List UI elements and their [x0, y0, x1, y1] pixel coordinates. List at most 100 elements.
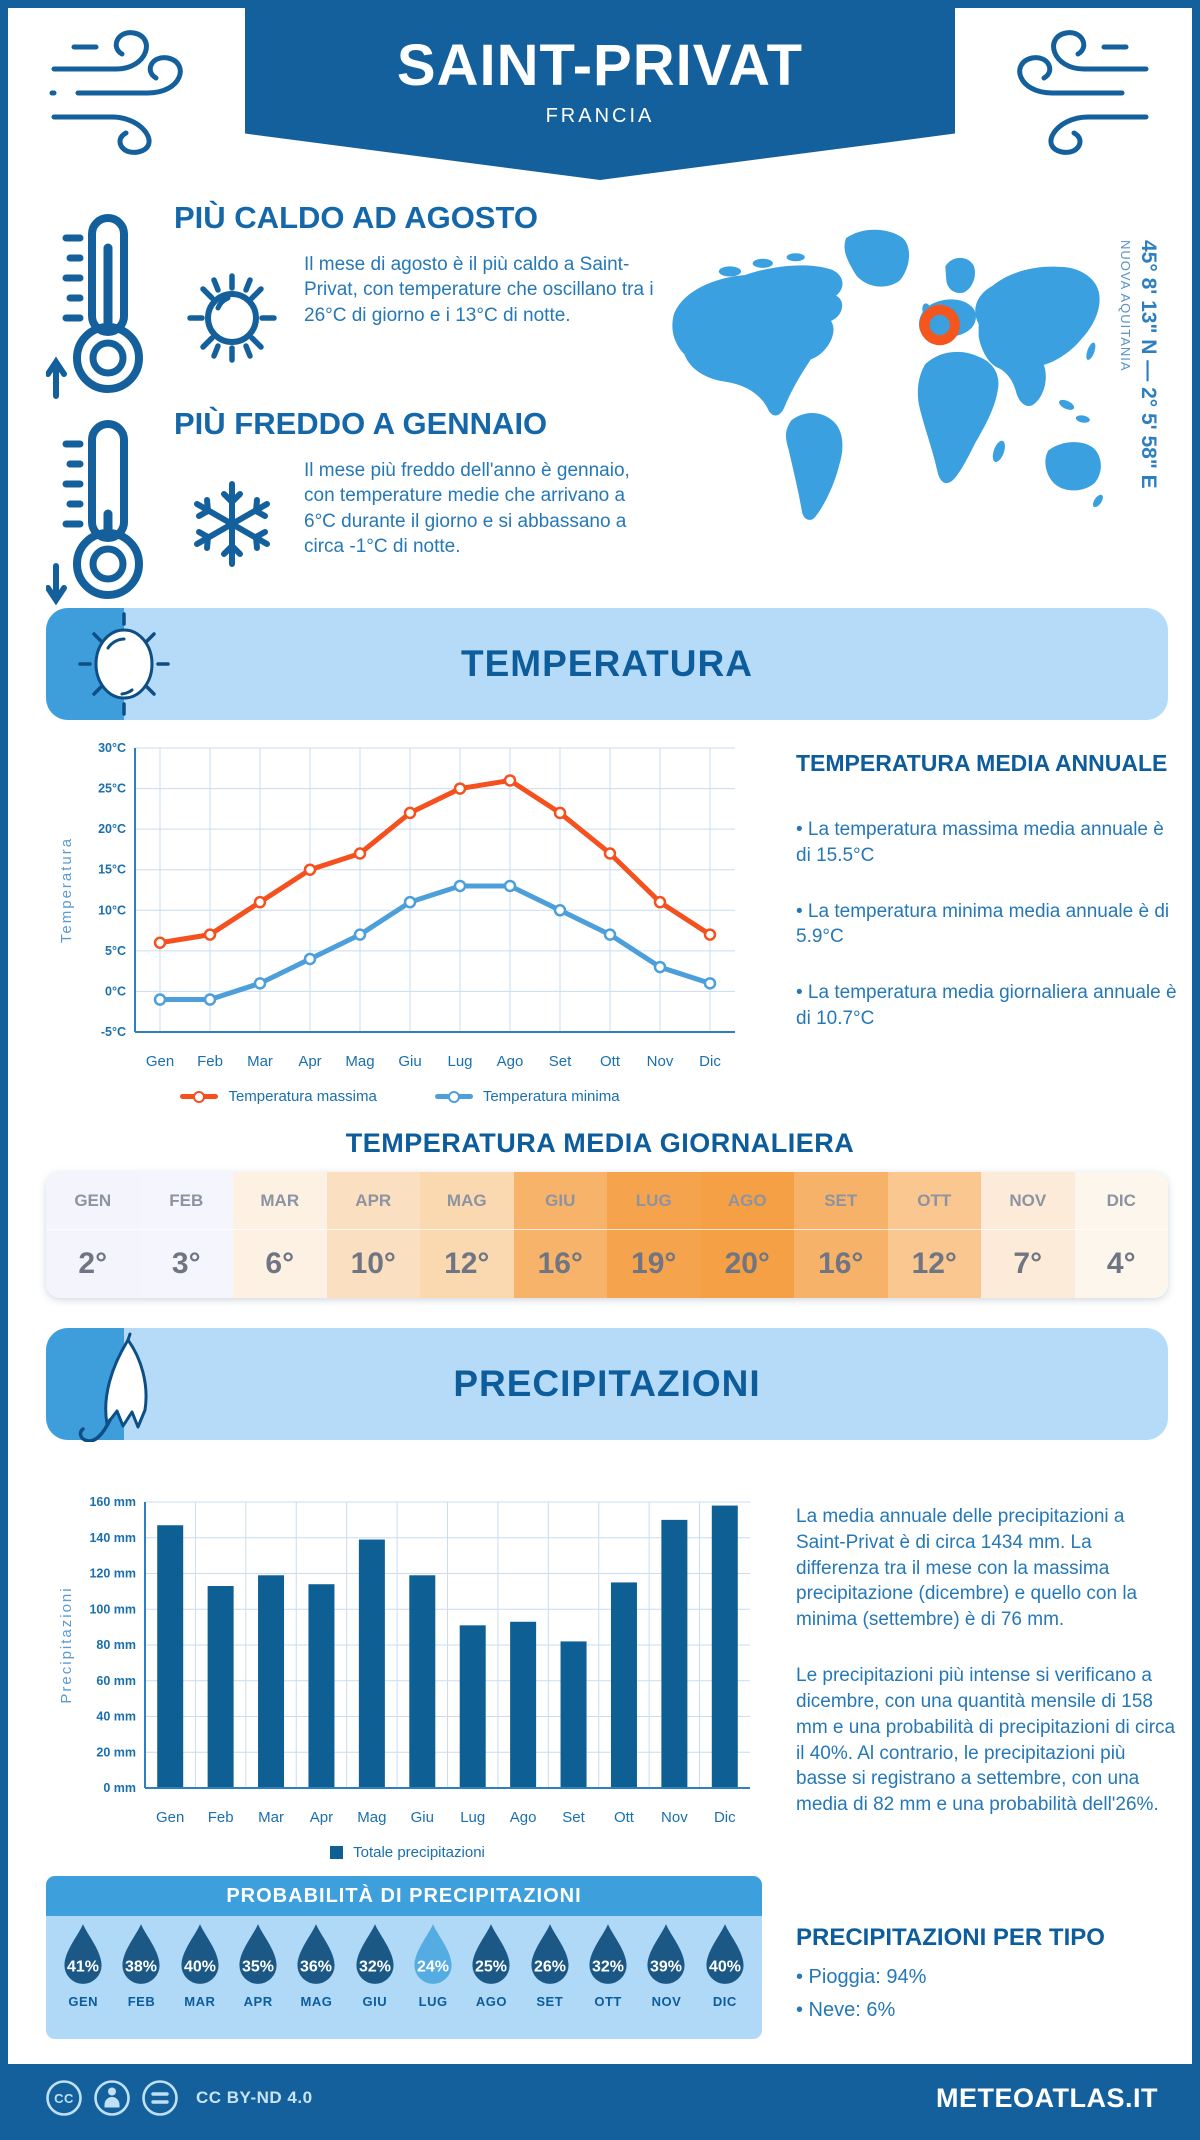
legend-total-swatch — [330, 1846, 344, 1859]
drop-month-label: OTT — [594, 1994, 622, 2009]
svg-text:Precipitazioni: Precipitazioni — [58, 1586, 75, 1703]
page-subtitle: FRANCIA — [545, 105, 655, 127]
svg-text:Ago: Ago — [497, 1053, 524, 1070]
table-column: GIU 16° — [513, 1172, 607, 1298]
table-month-label: FEB — [139, 1172, 233, 1230]
water-drop-icon: 26% — [531, 1924, 569, 1984]
svg-text:20 mm: 20 mm — [96, 1745, 136, 1759]
svg-text:40%: 40% — [184, 1959, 216, 1976]
table-column: APR 10° — [326, 1172, 420, 1298]
probability-drop: 26% SET — [521, 1922, 579, 2009]
svg-text:Feb: Feb — [197, 1053, 223, 1070]
svg-text:0°C: 0°C — [105, 984, 126, 998]
header-banner: SAINT-PRIVAT FRANCIA — [245, 8, 955, 180]
svg-text:-5°C: -5°C — [101, 1025, 126, 1039]
svg-text:26%: 26% — [534, 1959, 566, 1976]
drop-month-label: GEN — [68, 1994, 98, 2009]
water-drop-icon: 40% — [706, 1924, 744, 1984]
svg-text:Mag: Mag — [345, 1053, 374, 1070]
drop-month-label: MAR — [184, 1994, 216, 2009]
drop-month-label: LUG — [418, 1994, 448, 2009]
svg-text:Set: Set — [549, 1053, 572, 1070]
svg-text:25%: 25% — [475, 1959, 507, 1976]
probability-drop: 24% LUG — [404, 1922, 462, 2009]
table-value: 19° — [631, 1247, 677, 1280]
tipo-title: PRECIPITAZIONI PER TIPO — [796, 1924, 1105, 1951]
table-value: 12° — [911, 1247, 957, 1280]
sun-badge-icon — [78, 612, 170, 716]
table-month-label: APR — [326, 1172, 420, 1230]
precipitation-section-title: PRECIPITAZIONI — [453, 1363, 761, 1404]
table-month-label: OTT — [887, 1172, 981, 1230]
water-drop-icon: 40% — [181, 1924, 219, 1984]
legend-min-swatch — [434, 1090, 473, 1103]
coordinates-label: 45° 8' 13" N — 2° 5' 58" E — [1137, 240, 1160, 489]
license-block: CC CC BY-ND 4.0 — [42, 2076, 313, 2120]
precipitation-text-panel: La media annuale delle precipitazioni a … — [796, 1504, 1178, 1848]
temperature-section-title: TEMPERATURA — [461, 643, 753, 684]
water-drop-icon: 24% — [414, 1924, 452, 1984]
table-month-label: MAG — [420, 1172, 514, 1230]
drop-month-label: SET — [536, 1994, 564, 2009]
temperature-chart: -5°C 0°C 5°C 10°C 15°C 20°C 25°C 30°C Gen Feb Mar A… — [50, 730, 750, 1087]
probability-drop: 40% MAR — [171, 1922, 229, 2009]
table-value: 7° — [1013, 1247, 1043, 1280]
svg-text:24%: 24% — [417, 1959, 449, 1976]
umbrella-badge-icon — [78, 1332, 148, 1442]
probability-drop: 32% OTT — [579, 1922, 637, 2009]
svg-text:0 mm: 0 mm — [103, 1781, 136, 1795]
legend-min-label: Temperatura minima — [482, 1088, 620, 1105]
svg-text:Temperatura: Temperatura — [58, 837, 75, 943]
legend-max-label: Temperatura massima — [228, 1088, 377, 1105]
daily-temperature-table: GEN 2° FEB 3° MAR 6° APR 10° MAG 12° GIU 16° L… — [46, 1172, 1168, 1298]
table-column: OTT 12° — [887, 1172, 981, 1298]
probability-drop: 32% GIU — [346, 1922, 404, 2009]
table-month-label: NOV — [981, 1172, 1075, 1230]
legend-max-swatch — [180, 1090, 219, 1103]
precipitation-paragraph: La media annuale delle precipitazioni a … — [796, 1506, 1138, 1631]
water-drop-icon: 41% — [64, 1924, 102, 1984]
table-value: 10° — [350, 1247, 396, 1280]
probability-drop: 25% AGO — [462, 1922, 520, 2009]
probability-panel: PROBABILITÀ DI PRECIPITAZIONI 41% GEN 38… — [46, 1876, 762, 2039]
svg-text:Apr: Apr — [298, 1053, 321, 1070]
svg-text:Set: Set — [562, 1809, 585, 1826]
svg-text:39%: 39% — [650, 1959, 682, 1976]
table-value: 16° — [537, 1247, 583, 1280]
svg-text:Mag: Mag — [357, 1809, 386, 1826]
annual-bullet: • La temperatura massima media annuale è… — [796, 819, 1164, 866]
thermometer-down-icon — [46, 420, 143, 606]
svg-text:40 mm: 40 mm — [96, 1710, 136, 1724]
drop-month-label: FEB — [127, 1994, 156, 2009]
probability-drop: 38% FEB — [112, 1922, 170, 2009]
svg-text:Giu: Giu — [398, 1053, 421, 1070]
cc-person-icon — [94, 2080, 130, 2116]
svg-text:Giu: Giu — [411, 1809, 434, 1826]
license-label: CC BY-ND 4.0 — [196, 2088, 313, 2107]
table-column: DIC 4° — [1074, 1172, 1168, 1298]
hot-highlight: PIÙ CALDO AD AGOSTO Il mese di agosto è … — [46, 200, 658, 400]
svg-text:Dic: Dic — [699, 1053, 721, 1070]
water-drop-icon: 32% — [356, 1924, 394, 1984]
svg-text:60 mm: 60 mm — [96, 1674, 136, 1688]
svg-text:32%: 32% — [359, 1959, 391, 1976]
svg-text:Feb: Feb — [208, 1809, 234, 1826]
svg-text:30°C: 30°C — [98, 741, 126, 755]
svg-text:10°C: 10°C — [98, 903, 126, 917]
daily-table-title: TEMPERATURA MEDIA GIORNALIERA — [345, 1128, 855, 1158]
page-title: SAINT-PRIVAT — [396, 33, 804, 98]
table-value: 3° — [171, 1247, 201, 1280]
table-month-label: AGO — [700, 1172, 794, 1230]
world-map — [644, 206, 1104, 536]
table-value: 2° — [78, 1247, 108, 1280]
svg-text:25°C: 25°C — [98, 782, 126, 796]
cold-highlight: PIÙ FREDDO A GENNAIO Il mese più freddo … — [46, 406, 658, 606]
temperature-banner: TEMPERATURA — [46, 608, 1168, 720]
svg-text:41%: 41% — [67, 1959, 99, 1976]
svg-text:36%: 36% — [300, 1959, 332, 1976]
annual-temperature-panel: TEMPERATURA MEDIA ANNUALE • La temperatu… — [796, 750, 1178, 1062]
table-column: SET 16° — [794, 1172, 888, 1298]
temperature-legend: Temperatura massima Temperatura minima — [50, 1088, 750, 1105]
svg-text:Gen: Gen — [156, 1809, 184, 1826]
